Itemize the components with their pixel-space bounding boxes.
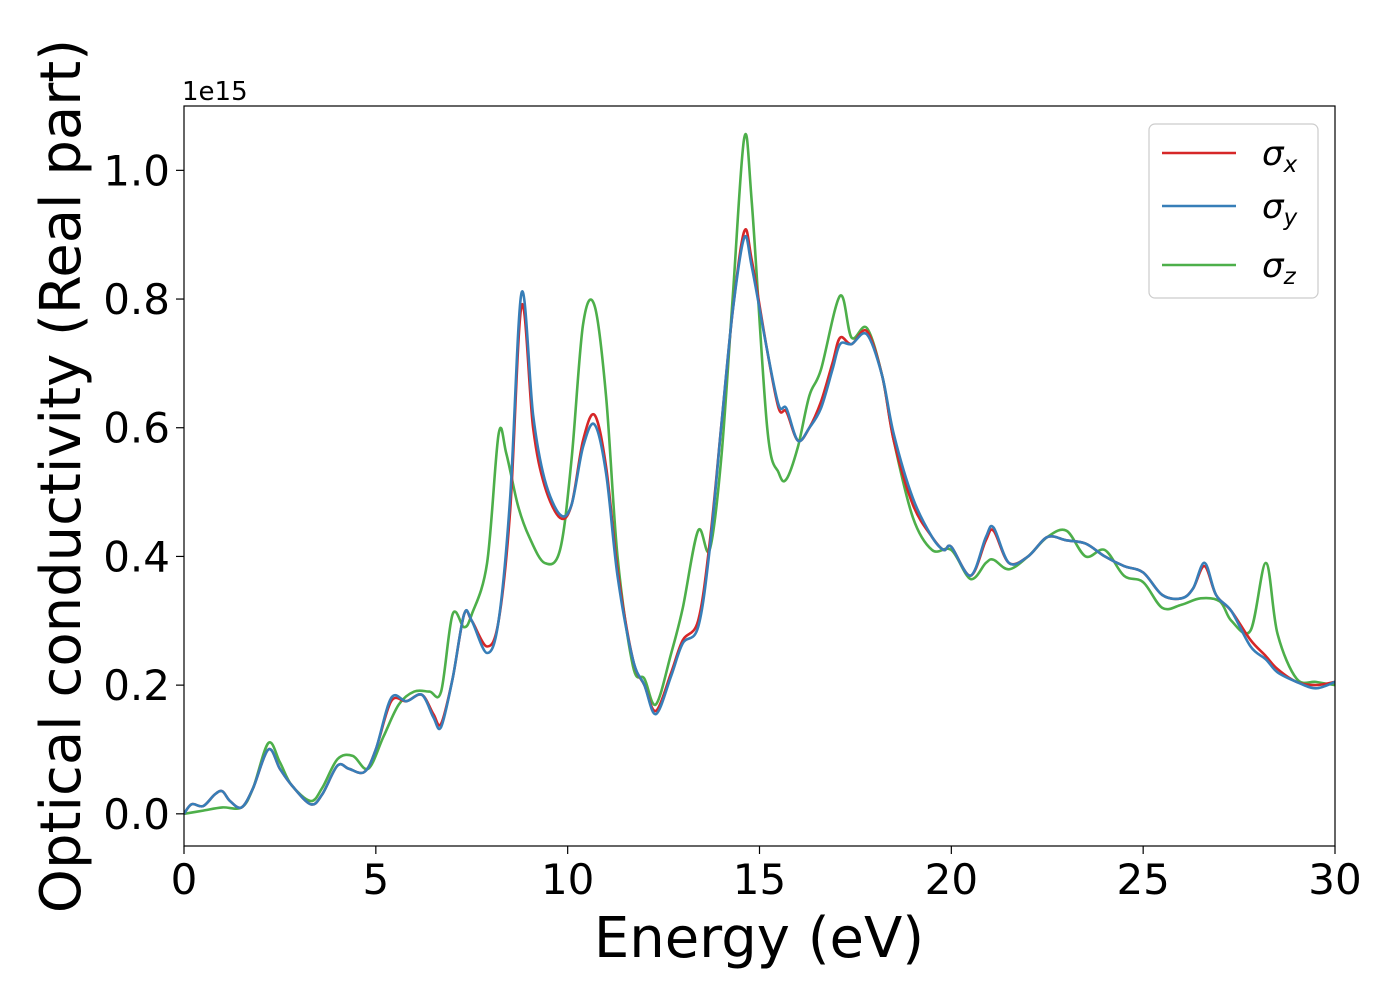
y-tick-label: 0.4 [103, 532, 170, 581]
x-tick-label: 5 [362, 855, 389, 904]
legend-label-y: σy [1262, 187, 1298, 231]
x-tick-label: 25 [1116, 855, 1169, 904]
y-axis-offset-text: 1e15 [182, 77, 248, 107]
series-line-y [184, 234, 1335, 815]
y-axis-label: Optical conductivity (Real part) [29, 39, 94, 913]
x-tick-label: 0 [171, 855, 198, 904]
x-axis-ticks: 0 5 10 15 20 25 30 [171, 846, 1362, 904]
y-tick-label: 0.8 [103, 275, 170, 324]
legend: σx σy σz [1148, 123, 1319, 299]
x-tick-label: 15 [733, 855, 786, 904]
x-tick-label: 20 [925, 855, 978, 904]
y-tick-label: 1.0 [103, 146, 170, 195]
x-axis-label: Energy (eV) [594, 906, 924, 971]
y-tick-label: 0.6 [103, 404, 170, 453]
legend-label-z: σz [1262, 246, 1297, 290]
legend-box [1148, 123, 1319, 299]
x-tick-label: 30 [1308, 855, 1361, 904]
y-axis-ticks: 0.0 0.2 0.4 0.6 0.8 1.0 [103, 146, 184, 839]
series-line-z [184, 132, 1335, 816]
series-layer [184, 132, 1335, 816]
legend-label-x: σx [1262, 134, 1298, 178]
y-tick-label: 0.2 [103, 661, 170, 710]
y-tick-label: 0.0 [103, 790, 170, 839]
x-tick-label: 10 [541, 855, 594, 904]
